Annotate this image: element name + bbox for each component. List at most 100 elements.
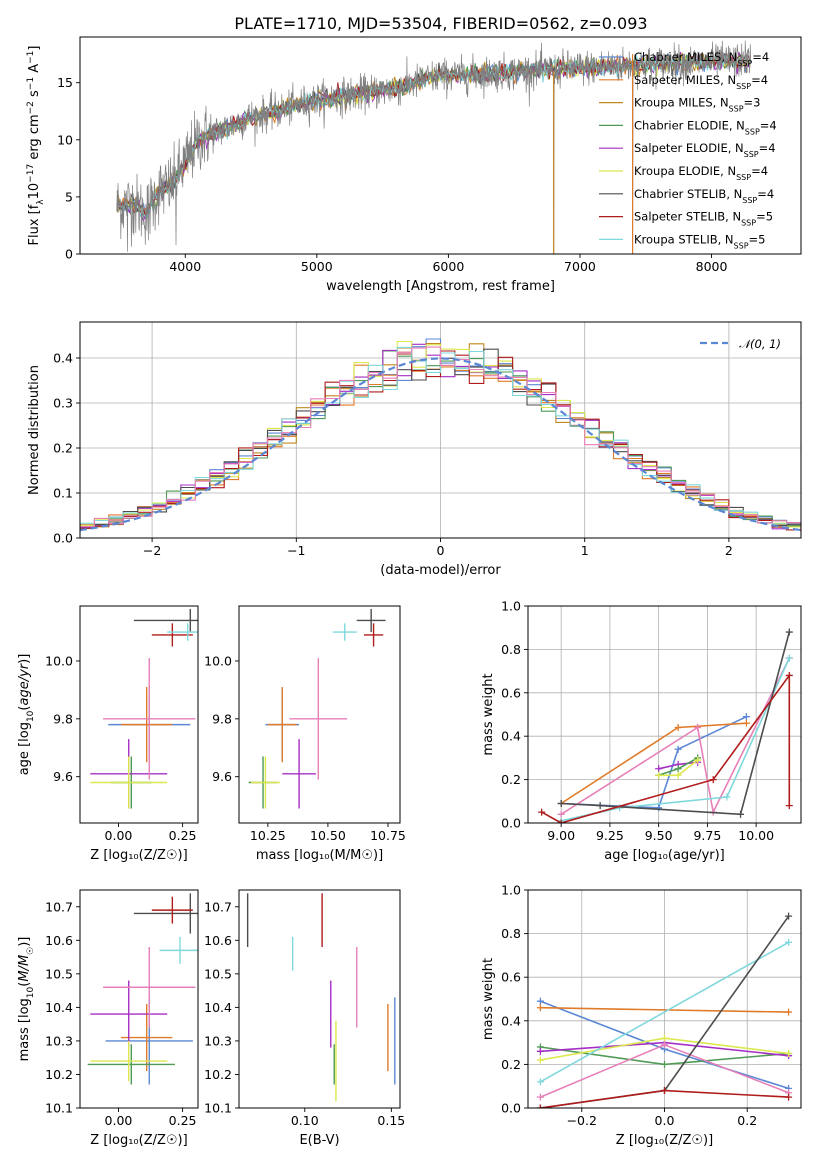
age_vs_Z-frame <box>79 605 199 824</box>
spectrum-xtick-label: 8000 <box>696 259 728 274</box>
mass_vs_Z-ytick-label: 10.3 <box>45 1033 73 1048</box>
legend-label-sub: SSP <box>736 173 751 182</box>
age_vs_Z-panel: 0.00 0.25 9.6 9.8 10.0 Z [log₁₀(Z/Z☉)] age [lo… <box>17 605 199 863</box>
mass_vs_Z-ylabel-part: mass [log <box>17 998 32 1061</box>
spectrum-ylabel-part: Flux [f <box>27 204 42 245</box>
mass_vs_Z-ylabel-part: ☉ <box>26 947 36 955</box>
residuals-plot-area <box>80 322 801 538</box>
spectrum-ylabel-part: 10 <box>27 183 42 200</box>
spectrum-ytick-label: 0 <box>65 247 73 262</box>
weight_vs_Z-ytick-label: 0.2 <box>501 1057 521 1072</box>
legend-label-text: Salpeter MILES, N <box>634 73 736 87</box>
age_vs_Z-ytick-label: 9.6 <box>53 769 73 784</box>
legend-label-sub: SSP <box>745 127 760 136</box>
spectrum-xtick-label: 6000 <box>432 259 464 274</box>
age_vs_Z-xlabel: Z [log₁₀(Z/Z☉)] <box>90 848 187 863</box>
residuals-xtick-label: −1 <box>287 543 305 558</box>
spectrum-ylabel-part: s <box>27 90 42 101</box>
weight_vs_Z-marker <box>536 1104 544 1108</box>
legend-label-sub: SSP <box>729 104 744 113</box>
mass_vs_Z-ytick-label: 10.1 <box>45 1101 73 1116</box>
mass_vs_ebv-ytick-label: 10.6 <box>204 933 232 948</box>
age_vs_Z-xtick-label: 0.00 <box>105 828 133 843</box>
weight_vs_age-marker <box>674 765 682 773</box>
weight_vs_age-marker <box>596 802 604 810</box>
residuals-ytick-label: 0.4 <box>53 351 73 366</box>
legend-label-suffix: =3 <box>744 96 761 110</box>
weight_vs_age-marker <box>742 713 750 721</box>
weight_vs_age-marker <box>742 719 750 727</box>
age_vs_mass-xtick-label: 10.50 <box>310 828 346 843</box>
weight_vs_age-xlabel: age [log₁₀(age/yr)] <box>604 848 725 863</box>
weight_vs_age-ytick-label: 0.8 <box>501 642 521 657</box>
weight_vs_Z-marker <box>785 938 793 946</box>
mass_vs_ebv-plot-area <box>246 893 396 1102</box>
mass_vs_Z-ytick-label: 10.6 <box>45 933 73 948</box>
mass_vs_ebv-ytick-label: 10.7 <box>204 899 232 914</box>
spectrum-panel: 4000 5000 6000 7000 8000 0 5 10 15 wavelength [An… <box>26 36 802 294</box>
weight_vs_age-marker <box>557 810 565 818</box>
weight_vs_age-marker <box>655 765 663 773</box>
normal-curve <box>80 357 801 532</box>
age_vs_mass-ytick-label: 9.6 <box>212 769 232 784</box>
legend-label: Salpeter STELIB, NSSP=5 <box>634 210 773 228</box>
mass_vs_Z-ylabel-part: 10 <box>26 986 36 998</box>
weight_vs_age-xtick-label: 9.25 <box>596 828 624 843</box>
weight_vs_age-xtick-label: 9.00 <box>547 828 575 843</box>
mass_vs_Z-ytick-label: 10.5 <box>45 966 73 981</box>
normal-legend-label: 𝒩(0, 1) <box>739 337 781 351</box>
weight_vs_age-xtick-label: 10.00 <box>738 828 774 843</box>
spectrum-frame <box>79 36 802 255</box>
weight_vs_age-ytick-label: 1.0 <box>501 599 521 614</box>
age_vs_Z-ylabel-part: )] <box>17 654 32 664</box>
spectrum-ytick-label: 15 <box>57 75 73 90</box>
spectrum-ylabel-part: −1 <box>26 51 36 64</box>
spectrum-data-line <box>116 40 752 254</box>
figure-title: PLATE=1710, MJD=53504, FIBERID=0562, z=0… <box>234 14 647 33</box>
residuals-frame <box>79 321 802 539</box>
spectrum-ylabel-part: erg cm <box>27 114 42 163</box>
weight_vs_Z-marker <box>661 1060 668 1068</box>
legend-label-text: Chabrier MILES, N <box>634 50 737 64</box>
weight_vs_age-ytick-label: 0.2 <box>501 772 521 787</box>
weight_vs_Z-marker <box>536 1004 544 1012</box>
spectrum-model-line <box>116 53 751 219</box>
legend-label-sub: SSP <box>736 81 751 90</box>
spectrum-ytick-label: 10 <box>57 132 73 147</box>
weight_vs_Z-marker <box>785 912 793 920</box>
mass_vs_Z-xtick-label: 0.00 <box>105 1113 133 1128</box>
legend-label: Kroupa STELIB, NSSP=5 <box>634 232 765 250</box>
mass_vs_Z-ytick-label: 10.4 <box>45 1000 73 1015</box>
age_vs_mass-panel: 10.25 10.50 10.75 9.6 9.8 10.0 mass [log₁₀(M/M… <box>204 605 406 863</box>
weight_vs_Z-ytick-label: 0.6 <box>501 970 521 985</box>
weight_vs_age-xtick-label: 9.50 <box>645 828 673 843</box>
weight_vs_age-xtick-label: 9.75 <box>693 828 721 843</box>
age_vs_Z-plot-area <box>90 608 198 809</box>
weight_vs_Z-panel: −0.2 0.0 0.2 0.0 0.2 0.4 0.6 0.8 1.0 Z [log₁₀(Z/Z… <box>481 883 802 1148</box>
weight_vs_Z-plot-area <box>528 890 801 1108</box>
age_vs_mass-ytick-label: 9.8 <box>212 711 232 726</box>
weight_vs_age-marker <box>674 745 682 753</box>
weight_vs_age-marker <box>694 724 702 732</box>
spectrum-xtick-label: 7000 <box>564 259 596 274</box>
weight_vs_age-marker <box>674 724 682 732</box>
spectrum-ylabel-part: −2 <box>26 101 36 114</box>
mass_vs_ebv-frame <box>238 889 401 1109</box>
age_vs_Z-ytick-label: 10.0 <box>45 653 73 668</box>
weight_vs_age-series-line <box>561 631 791 816</box>
residuals-xtick-label: −2 <box>143 543 161 558</box>
weight_vs_age-marker <box>694 756 702 764</box>
weight_vs_age-marker <box>785 654 793 662</box>
legend-label-text: Chabrier ELODIE, N <box>634 118 745 132</box>
weight_vs_age-series-line <box>561 715 747 809</box>
mass_vs_ebv-panel: 0.10 0.15 10.1 10.2 10.3 10.4 10.5 10.6 10.7 E(B-… <box>204 889 405 1148</box>
weight_vs_age-marker <box>709 776 717 784</box>
spectrum-ylabel-part: −1 <box>26 77 36 90</box>
age_vs_Z-ylabel-part: age [log <box>17 722 32 775</box>
weight_vs_age-ytick-label: 0.6 <box>501 685 521 700</box>
weight_vs_Z-xlabel: Z [log₁₀(Z/Z☉)] <box>616 1133 713 1148</box>
spectrum-ylabel: Flux [fλ10−17 erg cm−2 s−1 A−1] <box>26 46 46 246</box>
age_vs_mass-xtick-label: 10.75 <box>370 828 406 843</box>
